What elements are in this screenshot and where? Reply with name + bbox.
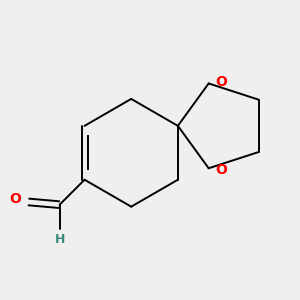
Text: H: H <box>54 232 65 245</box>
Text: O: O <box>10 192 22 206</box>
Text: O: O <box>215 163 227 177</box>
Text: O: O <box>215 75 227 89</box>
